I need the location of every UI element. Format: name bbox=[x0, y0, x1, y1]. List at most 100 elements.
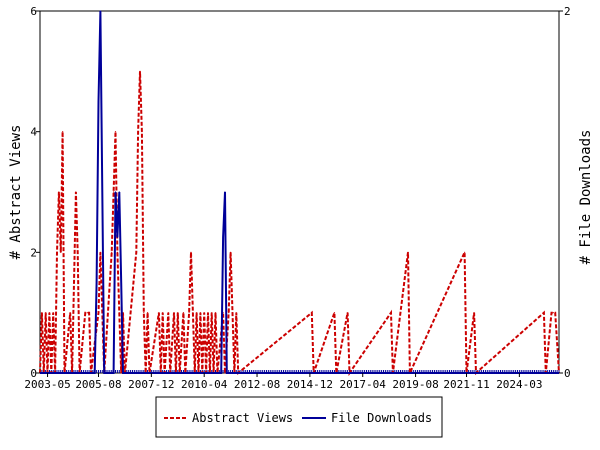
data-point-abstract-views bbox=[146, 312, 149, 314]
data-point-file-downloads bbox=[103, 372, 105, 374]
data-point-file-downloads bbox=[94, 372, 96, 374]
x-axis-tick-labels: 2003-05 2005-08 2007-12 2010-04 2012-08 2014-… bbox=[24, 373, 543, 391]
data-point-file-downloads bbox=[113, 372, 115, 374]
y-right-axis-title: # File Downloads bbox=[578, 130, 594, 265]
data-point-file-downloads bbox=[97, 100, 100, 103]
data-point-abstract-views bbox=[390, 312, 392, 314]
y-left-tick-label: 0 bbox=[30, 367, 37, 380]
data-point-abstract-views bbox=[347, 312, 349, 314]
data-point-abstract-views bbox=[99, 251, 101, 253]
data-point-file-downloads bbox=[222, 236, 224, 238]
data-point-abstract-views bbox=[203, 312, 205, 314]
data-point-abstract-views bbox=[120, 372, 122, 374]
legend: Abstract Views File Downloads bbox=[155, 396, 443, 438]
data-point-abstract-views bbox=[182, 312, 185, 314]
data-point-abstract-views bbox=[56, 251, 58, 253]
data-point-abstract-views bbox=[214, 312, 217, 314]
series-line-file-downloads bbox=[40, 10, 559, 374]
data-point-abstract-views bbox=[231, 312, 234, 314]
y-left-axis-title: # Abstract Views bbox=[8, 125, 24, 260]
data-point-file-downloads bbox=[118, 191, 120, 193]
data-point-file-downloads bbox=[122, 372, 124, 374]
data-point-abstract-views bbox=[86, 312, 88, 314]
data-point-abstract-views bbox=[333, 312, 336, 314]
y-right-tick-label: 2 bbox=[564, 5, 571, 18]
data-point-abstract-views bbox=[137, 131, 139, 133]
x-tick-label: 2021-11 bbox=[443, 378, 489, 391]
x-tick-label: 2003-05 bbox=[24, 378, 70, 391]
data-point-abstract-views bbox=[192, 312, 194, 314]
data-point-abstract-views bbox=[550, 312, 553, 314]
x-tick-label: 2014-12 bbox=[287, 378, 333, 391]
data-point-abstract-views bbox=[48, 312, 51, 314]
data-point-abstract-views bbox=[224, 372, 226, 374]
x-tick-label: 2005-08 bbox=[75, 378, 121, 391]
data-point-abstract-views bbox=[60, 251, 62, 253]
legend-box bbox=[155, 396, 443, 438]
x-tick-label: 2024-03 bbox=[496, 378, 542, 391]
y-left-tick-label: 4 bbox=[30, 126, 37, 139]
data-point-file-downloads bbox=[116, 236, 118, 238]
x-tick-label: 2019-08 bbox=[392, 378, 438, 391]
data-point-abstract-views bbox=[554, 312, 556, 314]
data-point-abstract-views bbox=[235, 312, 237, 314]
data-point-abstract-views bbox=[139, 70, 141, 72]
data-point-abstract-views bbox=[41, 312, 43, 314]
data-point-abstract-views bbox=[188, 312, 190, 314]
data-point-abstract-views bbox=[84, 312, 86, 314]
y-left-tick-label: 2 bbox=[30, 246, 37, 259]
y-left-tick-label: 6 bbox=[30, 5, 37, 18]
data-point-abstract-views bbox=[196, 312, 198, 314]
data-point-abstract-views bbox=[464, 251, 466, 253]
data-point-abstract-views bbox=[97, 312, 100, 314]
data-point-abstract-views bbox=[407, 251, 409, 253]
x-tick-label: 2007-12 bbox=[128, 378, 174, 391]
data-point-abstract-views bbox=[45, 312, 47, 314]
data-point-abstract-views bbox=[199, 312, 202, 314]
data-point-abstract-views bbox=[62, 131, 64, 133]
data-point-abstract-views bbox=[77, 251, 79, 253]
series-layer bbox=[39, 10, 560, 377]
data-point-abstract-views bbox=[543, 312, 545, 314]
data-point-abstract-views bbox=[190, 251, 192, 253]
data-point-abstract-views bbox=[116, 251, 118, 253]
data-point-file-downloads bbox=[120, 281, 122, 284]
x-tick-label: 2017-04 bbox=[340, 378, 387, 391]
data-point-abstract-views bbox=[473, 312, 475, 314]
data-point-abstract-views bbox=[177, 312, 179, 314]
data-point-file-downloads bbox=[96, 281, 98, 284]
data-point-abstract-views bbox=[158, 312, 160, 314]
data-point-abstract-views bbox=[135, 251, 137, 253]
data-point-abstract-views bbox=[167, 312, 169, 314]
data-point-file-downloads bbox=[220, 372, 222, 374]
data-point-abstract-views bbox=[114, 131, 117, 133]
data-point-abstract-views bbox=[143, 312, 145, 314]
data-point-abstract-views bbox=[162, 312, 164, 314]
left-axis-ticks: 0 2 4 6 bbox=[30, 5, 40, 380]
data-point-abstract-views bbox=[173, 312, 175, 314]
x-tick-label: 2010-04 bbox=[181, 378, 228, 391]
data-point-file-downloads bbox=[99, 10, 101, 12]
data-point-abstract-views bbox=[113, 191, 115, 193]
data-point-abstract-views bbox=[141, 131, 143, 133]
data-point-abstract-views bbox=[230, 251, 232, 253]
data-point-abstract-views bbox=[311, 312, 313, 314]
data-point-abstract-views bbox=[118, 312, 120, 314]
y-right-tick-label: 0 bbox=[564, 367, 571, 380]
data-point-abstract-views bbox=[552, 312, 554, 314]
data-point-abstract-views bbox=[111, 251, 113, 253]
data-point-file-downloads bbox=[224, 191, 226, 193]
right-axis-ticks: 02 bbox=[559, 5, 571, 380]
data-point-abstract-views bbox=[211, 312, 213, 314]
x-tick-label: 2012-08 bbox=[234, 378, 280, 391]
data-point-abstract-views bbox=[228, 312, 230, 314]
data-point-abstract-views bbox=[88, 312, 90, 314]
legend-label-abstract-views: Abstract Views bbox=[192, 411, 293, 425]
data-point-file-downloads bbox=[101, 191, 103, 193]
plot-area bbox=[39, 10, 560, 374]
data-point-abstract-views bbox=[75, 191, 77, 193]
legend-label-file-downloads: File Downloads bbox=[331, 411, 432, 425]
data-point-abstract-views bbox=[58, 191, 60, 193]
